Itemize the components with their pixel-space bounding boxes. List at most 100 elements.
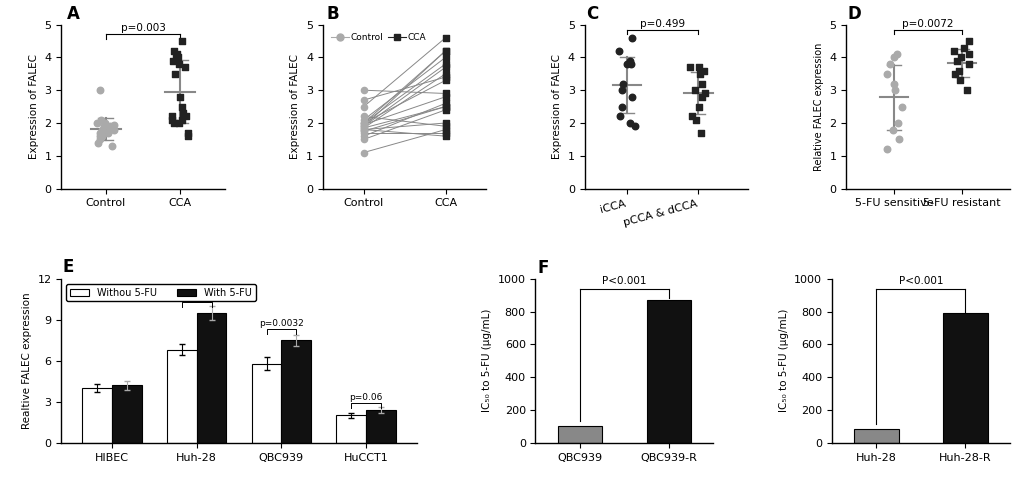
Point	[356, 86, 372, 94]
Point	[356, 121, 372, 128]
Point	[613, 86, 630, 94]
Bar	[943, 313, 986, 443]
Bar	[853, 429, 898, 443]
Point	[686, 86, 702, 94]
Y-axis label: IC₅₀ to 5-FU (μg/mL): IC₅₀ to 5-FU (μg/mL)	[777, 309, 788, 412]
Point	[693, 80, 709, 88]
Point	[946, 47, 962, 55]
Point	[99, 127, 115, 135]
Legend: Control, CCA: Control, CCA	[327, 29, 430, 45]
Point	[171, 119, 187, 127]
Point	[884, 54, 901, 62]
Point	[437, 103, 453, 111]
Point	[437, 60, 453, 68]
Point	[175, 109, 192, 117]
Point	[437, 125, 453, 133]
Point	[688, 116, 704, 123]
Point	[92, 135, 108, 143]
Bar	[366, 410, 395, 443]
Point	[169, 54, 185, 62]
Point	[104, 142, 120, 150]
Point	[437, 106, 453, 114]
Text: p=0.0021: p=0.0021	[174, 292, 219, 301]
Point	[356, 132, 372, 140]
Point	[437, 76, 453, 84]
Point	[437, 34, 453, 42]
Text: p=0.06: p=0.06	[350, 393, 382, 402]
Point	[101, 123, 117, 130]
Point	[177, 113, 194, 121]
Point	[94, 125, 110, 133]
Point	[695, 66, 711, 74]
Point	[92, 86, 108, 94]
Point	[884, 80, 901, 88]
Point	[883, 125, 900, 133]
Point	[893, 103, 909, 111]
Point	[356, 124, 372, 132]
Text: C: C	[585, 5, 598, 23]
Point	[102, 124, 118, 132]
Text: p=0.0032: p=0.0032	[259, 319, 304, 328]
Point	[93, 116, 109, 123]
Y-axis label: Expression of FALEC: Expression of FALEC	[551, 54, 561, 159]
Point	[619, 60, 635, 68]
Point	[693, 129, 709, 137]
Point	[356, 125, 372, 133]
Point	[168, 50, 184, 58]
Text: E: E	[63, 258, 74, 276]
Point	[890, 135, 906, 143]
Text: A: A	[67, 5, 79, 23]
Point	[356, 119, 372, 127]
Point	[621, 57, 637, 64]
Point	[179, 129, 196, 137]
Point	[94, 132, 110, 140]
Point	[437, 123, 453, 130]
Point	[96, 123, 112, 130]
Point	[171, 60, 187, 68]
Bar	[336, 415, 366, 443]
Point	[955, 44, 971, 52]
Point	[98, 123, 114, 130]
Point	[106, 121, 122, 128]
Point	[164, 116, 180, 123]
Point	[627, 123, 643, 130]
Point	[889, 119, 905, 127]
Bar	[197, 313, 226, 443]
Point	[104, 124, 120, 132]
Point	[613, 80, 630, 88]
Point	[356, 125, 372, 133]
Point	[437, 132, 453, 140]
Bar	[252, 364, 281, 443]
Y-axis label: Realtive FALEC expression: Realtive FALEC expression	[21, 292, 32, 429]
Point	[437, 119, 453, 127]
Point	[165, 57, 181, 64]
Point	[960, 37, 976, 45]
Text: P<0.001: P<0.001	[898, 276, 943, 286]
Point	[690, 103, 706, 111]
Point	[166, 119, 182, 127]
Bar	[167, 350, 197, 443]
Bar	[281, 340, 311, 443]
Point	[356, 135, 372, 143]
Point	[356, 127, 372, 135]
Point	[693, 93, 709, 101]
Point	[168, 54, 184, 62]
Point	[164, 113, 180, 121]
Point	[681, 63, 697, 71]
Point	[92, 132, 108, 140]
Point	[89, 119, 105, 127]
Point	[946, 70, 962, 78]
Point	[356, 119, 372, 127]
Point	[437, 63, 453, 71]
Point	[356, 129, 372, 137]
Point	[356, 123, 372, 130]
Point	[356, 113, 372, 121]
Point	[951, 76, 967, 84]
Point	[437, 73, 453, 81]
Bar	[112, 385, 142, 443]
Point	[356, 103, 372, 111]
Bar	[83, 388, 112, 443]
Point	[437, 93, 453, 101]
Point	[960, 60, 976, 68]
Point	[172, 93, 189, 101]
